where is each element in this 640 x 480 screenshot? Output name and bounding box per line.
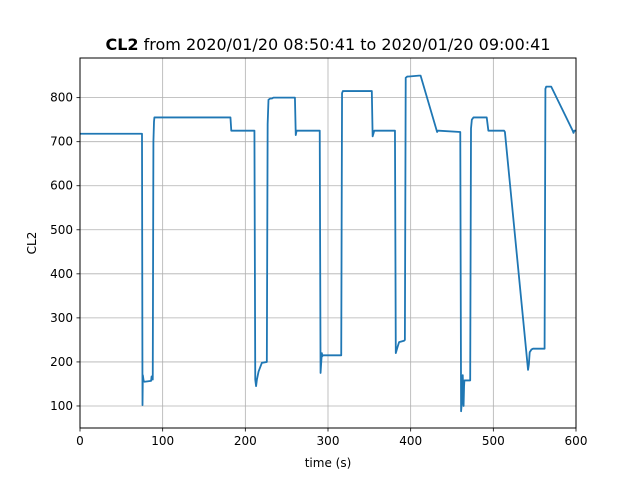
chart-title-bold: CL2	[105, 35, 138, 54]
chart-title: CL2 from 2020/01/20 08:50:41 to 2020/01/…	[105, 35, 550, 54]
axis-ticks: 0 100 200 300 400 500 600 100 200 300 400 500 600 700…	[50, 91, 587, 448]
y-tick-label: 200	[50, 355, 73, 369]
series-line	[80, 74, 576, 413]
grid-lines	[79, 58, 577, 428]
x-tick-label: 200	[234, 434, 257, 448]
y-tick-label: 800	[50, 91, 73, 105]
y-tick-label: 400	[50, 267, 73, 281]
x-tick-label: 500	[482, 434, 505, 448]
y-tick-label: 100	[50, 399, 73, 413]
y-tick-label: 500	[50, 223, 73, 237]
y-tick-label: 600	[50, 179, 73, 193]
plot-area	[80, 74, 576, 413]
chart-title-rest: from 2020/01/20 08:50:41 to 2020/01/20 0…	[139, 35, 551, 54]
x-tick-label: 0	[76, 434, 84, 448]
axes-frame	[79, 57, 577, 429]
x-tick-label: 300	[317, 434, 340, 448]
y-tick-label: 300	[50, 311, 73, 325]
x-tick-label: 400	[399, 434, 422, 448]
y-axis-label: CL2	[25, 232, 39, 255]
x-tick-label: 600	[565, 434, 588, 448]
y-tick-label: 700	[50, 135, 73, 149]
x-tick-label: 100	[151, 434, 174, 448]
x-axis-label: time (s)	[305, 456, 352, 470]
